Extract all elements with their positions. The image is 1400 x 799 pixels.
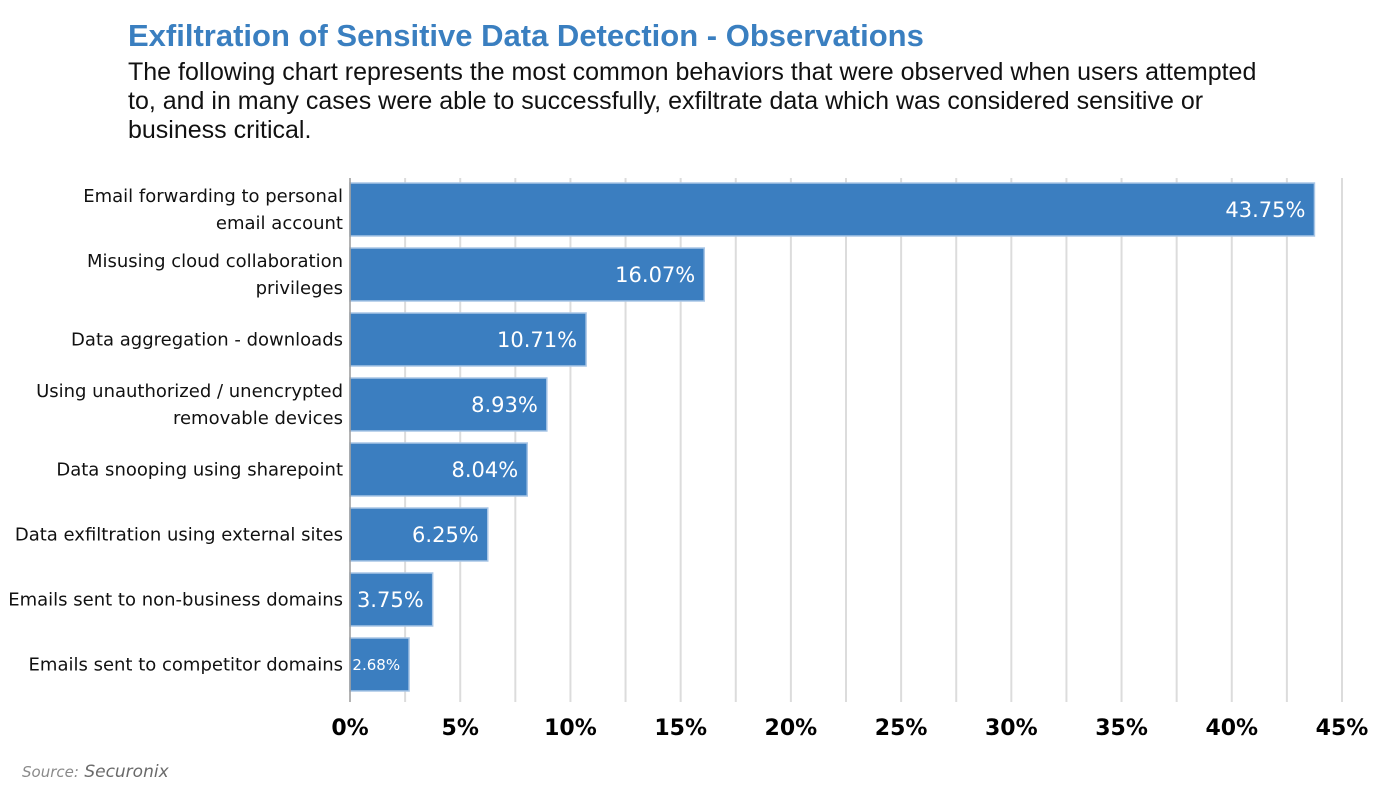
- category-label: privileges: [256, 278, 343, 299]
- category-label: Email forwarding to personal: [83, 186, 343, 207]
- bars: 43.75% 16.07% 10.71% 8.93% 8.04% 6.25% 3.75% 2.…: [349, 182, 1316, 692]
- category-label: email account: [216, 213, 343, 234]
- x-tick-label: 5%: [442, 716, 479, 741]
- category-label: Emails sent to competitor domains: [29, 655, 343, 676]
- x-tick-label: 45%: [1316, 716, 1369, 741]
- bar: [349, 637, 410, 692]
- bar-value-label: 8.04%: [452, 458, 519, 482]
- bar-value-label: 3.75%: [357, 588, 424, 612]
- category-label: Emails sent to non-business domains: [8, 590, 343, 611]
- bar: [349, 312, 587, 367]
- bar-value-label: 8.93%: [471, 393, 538, 417]
- x-tick-label: 30%: [985, 716, 1038, 741]
- category-labels: Email forwarding to personal email accoun…: [8, 186, 343, 676]
- bar-value-label: 10.71%: [497, 328, 577, 352]
- bar-value-label: 2.68%: [352, 656, 400, 674]
- x-tick-label: 25%: [875, 716, 928, 741]
- bar: [349, 182, 1316, 237]
- bar-value-label: 6.25%: [412, 523, 479, 547]
- source-note: Source: Securonix: [22, 762, 169, 782]
- bar: [349, 247, 706, 302]
- x-tick-label: 35%: [1095, 716, 1148, 741]
- bar-value-label: 43.75%: [1225, 198, 1305, 222]
- bar-value-label: 16.07%: [615, 263, 695, 287]
- category-label: Misusing cloud collaboration: [87, 251, 343, 272]
- category-label: Data snooping using sharepoint: [56, 460, 343, 481]
- x-tick-label: 15%: [654, 716, 707, 741]
- source-label: Source:: [22, 763, 79, 781]
- bar: [349, 572, 434, 627]
- category-label: Data aggregation - downloads: [71, 330, 343, 351]
- chart-title: Exfiltration of Sensitive Data Detection…: [128, 18, 924, 53]
- x-axis: 0% 5% 10% 15% 20% 25% 30% 35% 40% 45%: [331, 178, 1368, 741]
- bar: [349, 442, 528, 497]
- x-tick-label: 20%: [765, 716, 818, 741]
- category-label: Using unauthorized / unencrypted: [36, 381, 343, 402]
- x-tick-label: 10%: [544, 716, 597, 741]
- category-label: Data exfiltration using external sites: [15, 525, 343, 546]
- grid-lines: [404, 178, 1343, 702]
- x-tick-label: 0%: [331, 716, 368, 741]
- category-label: removable devices: [173, 408, 343, 429]
- source-name: Securonix: [84, 762, 169, 782]
- chart-subtitle: The following chart represents the most …: [128, 58, 1257, 144]
- bar: [349, 377, 548, 432]
- x-tick-label: 40%: [1205, 716, 1258, 741]
